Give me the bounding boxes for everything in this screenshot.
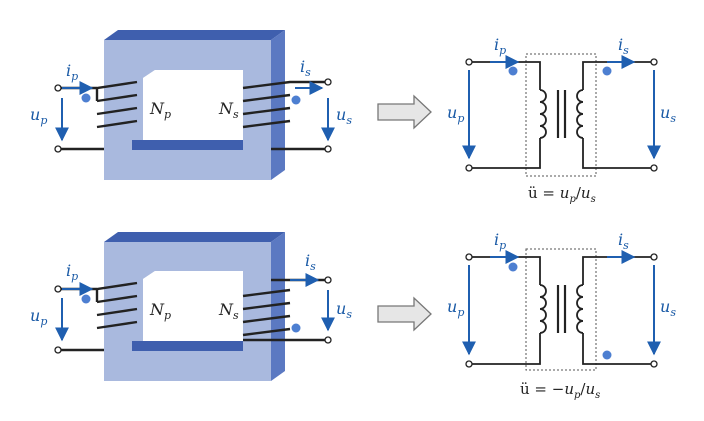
terminal [465,253,473,261]
terminal [465,164,473,172]
primary-inductor [539,284,547,334]
secondary-polarity-dot [291,95,301,105]
transformer-boundary [525,53,597,177]
label-ip: ip [66,261,78,283]
transformer-core [104,242,271,381]
label-np: Np [149,300,171,322]
label-ip: ip [494,35,506,57]
schematic-transformer-1: ip is up us ü = up/us [447,35,676,205]
primary-polarity-dot [81,93,91,103]
secondary-polarity-dot [602,66,612,76]
label-up: up [447,103,464,125]
right-arrow-icon [377,94,432,130]
pictorial-transformer-1: ip up Np Ns is us [30,30,352,180]
secondary-terminal-bottom [324,145,332,153]
primary-polarity-dot [508,262,518,272]
label-ns: Ns [218,300,239,322]
ratio-formula: ü = −up/us [520,380,600,401]
label-up: up [30,105,47,127]
label-np: Np [149,99,171,121]
core-side-face [271,232,285,381]
core-window-inner-top [143,271,243,279]
primary-polarity-dot [81,294,91,304]
primary-coil [58,281,138,352]
secondary-polarity-dot [291,323,301,333]
core-side-face [271,30,285,180]
core-window-floor [132,341,243,351]
primary-terminal-bottom [54,145,62,153]
ratio-formula: ü = up/us [528,184,596,205]
secondary-terminal-bottom [324,336,332,344]
secondary-polarity-dot [602,350,612,360]
secondary-wire [582,256,654,365]
terminal [650,164,658,172]
primary-polarity-dot [508,66,518,76]
label-us: us [660,297,676,319]
core-window-inner-side [143,271,155,341]
schematic-transformer-2: ip is up us ü = −up/us [447,230,676,401]
core-window-floor [132,140,243,150]
secondary-terminal-top [324,276,332,284]
secondary-terminal-top [324,78,332,86]
primary-wire [469,61,541,169]
label-ip: ip [66,61,78,83]
terminal [650,360,658,368]
pictorial-transformer-2: ip up Np Ns is us [30,232,352,381]
terminal [465,360,473,368]
secondary-wire [582,61,654,169]
primary-terminal-top [54,84,62,92]
label-us: us [336,105,352,127]
label-is: is [305,251,316,273]
secondary-inductor [576,89,584,139]
label-us: us [336,299,352,321]
label-is: is [300,57,311,79]
transformer-boundary [525,248,597,371]
label-up: up [447,297,464,319]
primary-wire [469,256,541,365]
label-up: up [30,306,47,328]
label-is: is [618,35,629,57]
right-arrow-icon [377,296,432,332]
secondary-inductor [576,284,584,334]
core-top-face [104,30,285,40]
core-window-inner-top [143,70,243,78]
label-ip: ip [494,230,506,252]
label-ns: Ns [218,99,239,121]
label-us: us [660,103,676,125]
primary-terminal-top [54,285,62,293]
core-window-inner-side [143,70,155,140]
primary-terminal-bottom [54,346,62,354]
core-top-face [104,232,285,242]
label-is: is [618,230,629,252]
terminal [650,253,658,261]
terminal [465,58,473,66]
primary-inductor [539,89,547,139]
terminal [650,58,658,66]
